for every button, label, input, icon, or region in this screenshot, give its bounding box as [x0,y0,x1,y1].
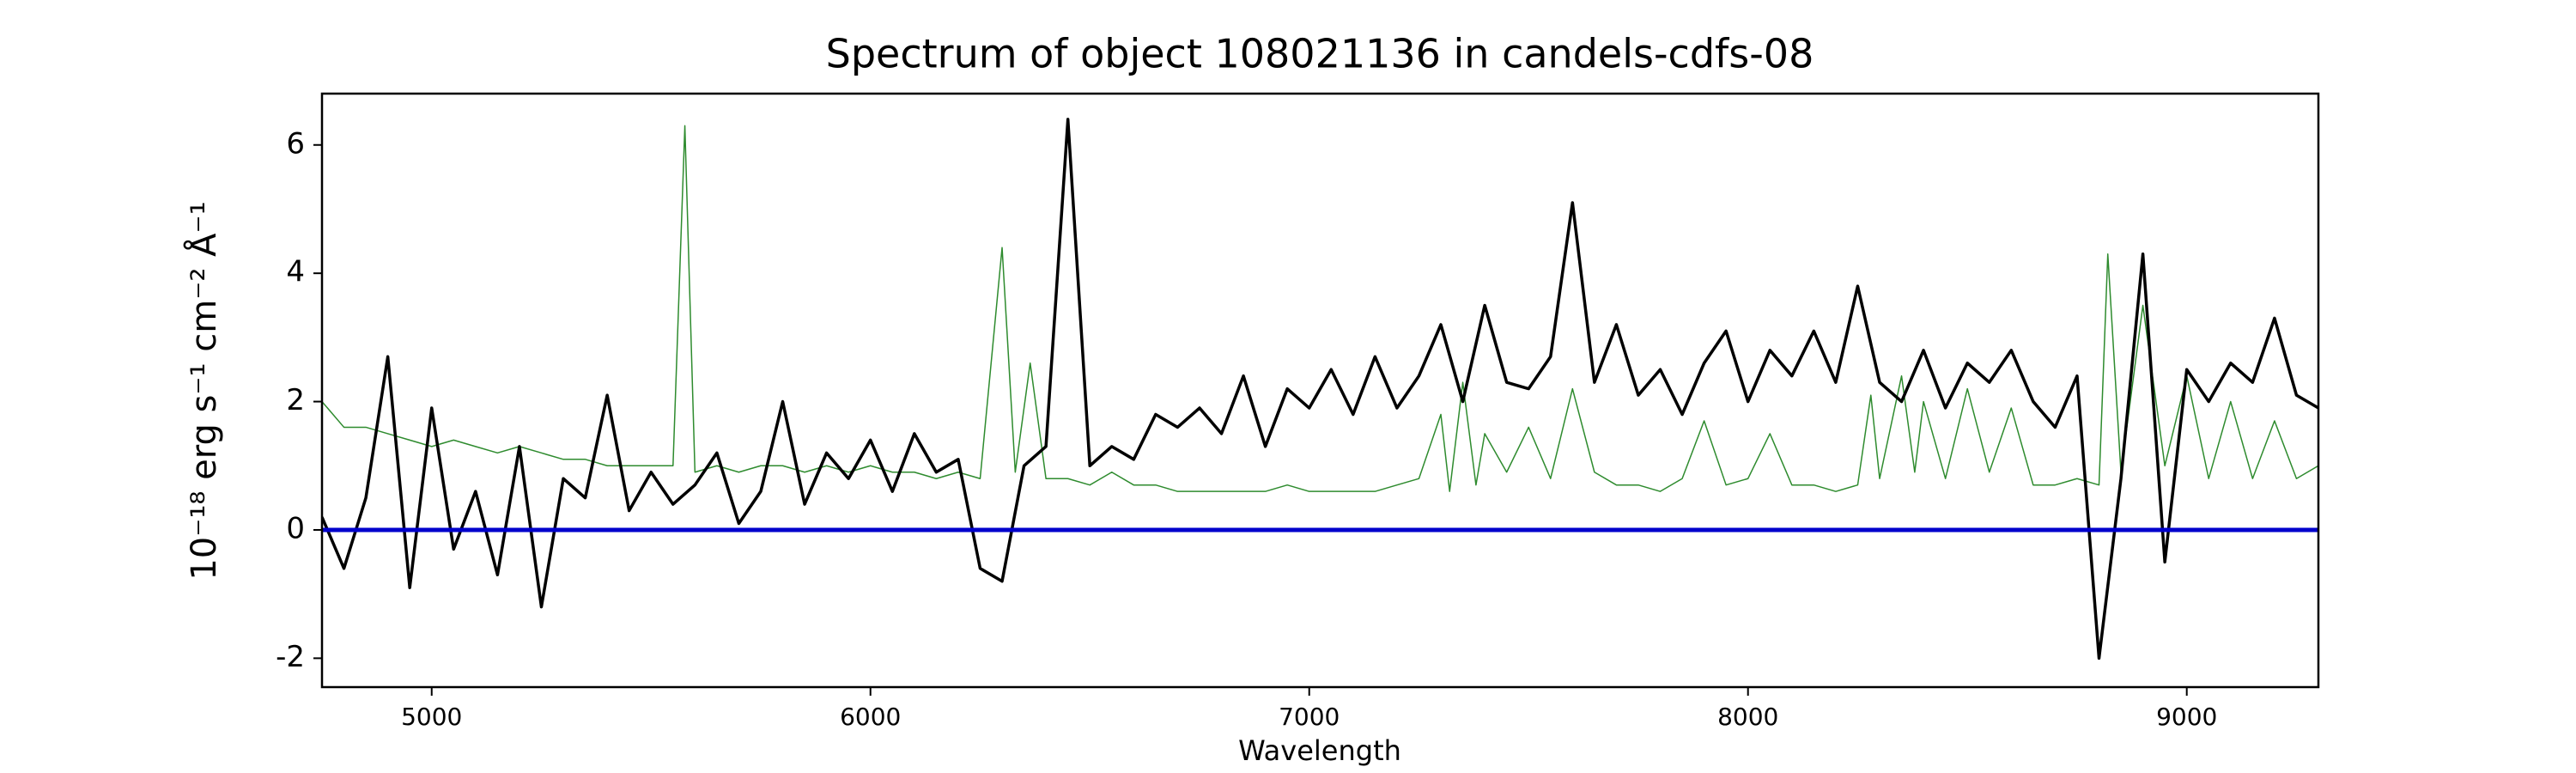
x-axis-label: Wavelength [1238,734,1401,767]
spectrum-line [322,118,2318,660]
chart-title: Spectrum of object 108021136 in candels-… [826,31,1814,77]
y-tick-label: 0 [286,511,305,545]
plot-frame [320,92,2320,689]
spectrum-line [322,125,2318,492]
x-tick-label: 9000 [2156,703,2217,731]
x-tick-label: 7000 [1279,703,1340,731]
y-tick-label: 2 [286,383,305,417]
x-tick-label: 6000 [840,703,901,731]
x-tick-label: 5000 [401,703,462,731]
y-tick-label: 6 [286,126,305,161]
y-tick-label: -2 [276,640,305,674]
y-tick-label: 4 [286,255,305,289]
x-tick-label: 8000 [1717,703,1778,731]
y-axis-label: 10⁻¹⁸ erg s⁻¹ cm⁻² Å⁻¹ [183,201,224,580]
